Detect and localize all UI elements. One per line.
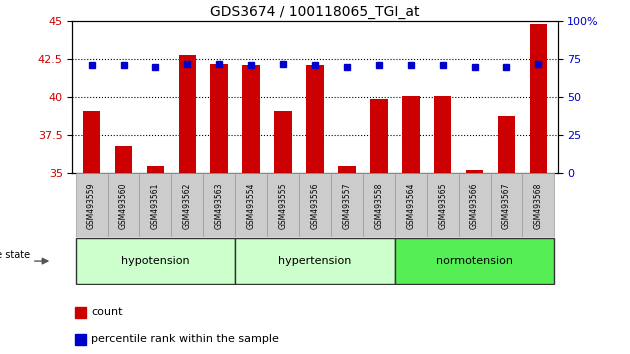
FancyBboxPatch shape [203,173,235,237]
Bar [370,99,387,173]
Text: GSM493559: GSM493559 [87,182,96,229]
Bar [274,111,292,173]
Text: GSM493561: GSM493561 [151,182,160,229]
Text: GSM493565: GSM493565 [438,182,447,229]
FancyBboxPatch shape [427,173,459,237]
FancyBboxPatch shape [108,173,139,237]
Bar [338,166,356,173]
FancyBboxPatch shape [235,173,267,237]
Bar [434,96,452,173]
Title: GDS3674 / 100118065_TGI_at: GDS3674 / 100118065_TGI_at [210,5,420,19]
Bar [83,111,100,173]
Text: GSM493558: GSM493558 [374,182,383,229]
FancyBboxPatch shape [395,173,427,237]
FancyBboxPatch shape [267,173,299,237]
Text: GSM493566: GSM493566 [470,182,479,229]
Bar [147,166,164,173]
Bar [498,116,515,173]
FancyBboxPatch shape [331,173,363,237]
Text: GSM493557: GSM493557 [343,182,352,229]
Text: hypertension: hypertension [278,256,352,266]
FancyBboxPatch shape [76,238,235,284]
Bar [115,146,132,173]
Bar [306,65,324,173]
Text: GSM493563: GSM493563 [215,182,224,229]
FancyBboxPatch shape [395,238,554,284]
FancyBboxPatch shape [459,173,491,237]
Text: GSM493562: GSM493562 [183,182,192,229]
Bar [243,65,260,173]
Text: GSM493568: GSM493568 [534,182,543,229]
FancyBboxPatch shape [491,173,522,237]
Text: percentile rank within the sample: percentile rank within the sample [91,334,279,344]
Text: normotension: normotension [436,256,513,266]
Bar [75,307,86,318]
Bar [402,96,420,173]
FancyBboxPatch shape [139,173,171,237]
Bar [75,333,86,345]
Bar [530,24,547,173]
Text: GSM493567: GSM493567 [502,182,511,229]
Text: GSM493556: GSM493556 [311,182,319,229]
Text: GSM493555: GSM493555 [278,182,287,229]
Text: GSM493564: GSM493564 [406,182,415,229]
Bar [210,64,228,173]
Bar [466,170,483,173]
Text: GSM493554: GSM493554 [247,182,256,229]
Text: hypotension: hypotension [121,256,190,266]
FancyBboxPatch shape [522,173,554,237]
FancyBboxPatch shape [76,173,108,237]
FancyBboxPatch shape [299,173,331,237]
FancyBboxPatch shape [363,173,395,237]
Text: disease state: disease state [0,250,30,260]
Text: GSM493560: GSM493560 [119,182,128,229]
Text: count: count [91,308,123,318]
Bar [178,55,196,173]
FancyBboxPatch shape [235,238,395,284]
FancyBboxPatch shape [171,173,203,237]
